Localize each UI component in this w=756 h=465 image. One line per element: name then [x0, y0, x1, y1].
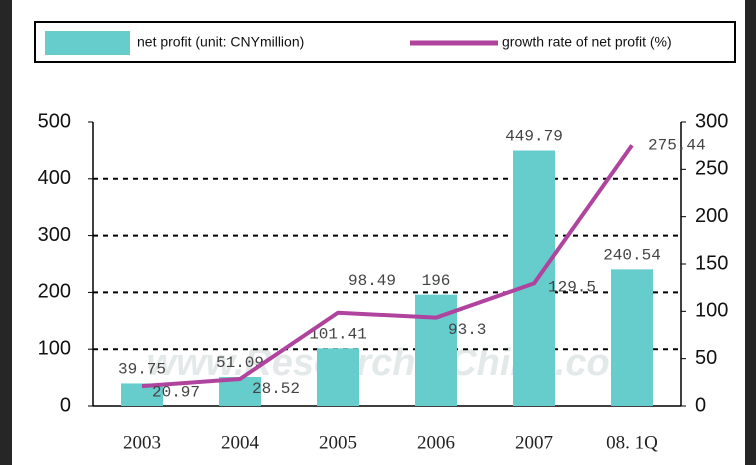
bar-value-label: 51.09: [216, 354, 264, 372]
bar-value-label: 449.79: [505, 128, 563, 146]
y2-tick-label: 150: [695, 252, 728, 274]
y2-tick-label: 100: [695, 300, 728, 322]
bar-value-label: 101.41: [309, 326, 367, 344]
bar-value-label: 196: [422, 272, 451, 290]
line-value-label: 93.3: [448, 321, 486, 339]
y2-tick-label: 300: [695, 110, 728, 132]
line: [141, 144, 634, 389]
line-value-label: 98.49: [348, 272, 396, 290]
x-tick-label: 2005: [319, 432, 357, 453]
x-tick-label: 08. 1Q: [606, 432, 658, 453]
bar-value-label: 39.75: [118, 361, 166, 379]
x-tick-label: 2003: [123, 432, 161, 453]
legend-swatch: [45, 31, 130, 55]
y2-tick-label: 250: [695, 158, 728, 180]
bar: [317, 348, 359, 406]
legend-label: growth rate of net profit (%): [502, 34, 672, 50]
bar: [121, 383, 163, 406]
bar: [513, 150, 555, 406]
bar: [611, 269, 653, 406]
line-value-label: 129.5: [548, 279, 596, 297]
legend-box: [34, 21, 736, 63]
bar-value-label: 240.54: [603, 247, 661, 265]
y-tick-label: 500: [38, 110, 71, 132]
y2-tick-label: 200: [695, 205, 728, 227]
line-value-label: 20.97: [152, 383, 200, 401]
x-tick-label: 2007: [515, 432, 553, 453]
x-tick-label: 2004: [221, 432, 260, 453]
y2-tick-label: 50: [695, 347, 717, 369]
y-tick-label: 300: [38, 224, 71, 246]
y-tick-label: 200: [38, 281, 71, 303]
y-tick-label: 0: [60, 394, 71, 416]
y-tick-label: 400: [38, 167, 71, 189]
line-value-label: 28.52: [252, 380, 300, 398]
legend-label: net profit (unit: CNYmillion): [137, 34, 304, 50]
y-tick-label: 100: [38, 337, 71, 359]
line-value-label: 275.44: [648, 136, 706, 154]
x-tick-label: 2006: [417, 432, 455, 453]
y2-tick-label: 0: [695, 394, 706, 416]
